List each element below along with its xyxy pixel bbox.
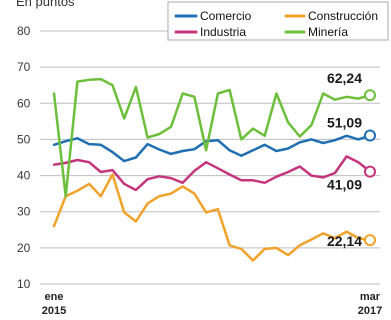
legend-label-mineria: Minería [308,25,348,39]
legend: Comercio Industria Construcción Minería [167,1,389,41]
series-line-industria [52,155,372,192]
y-tick-label: 60 [17,96,31,110]
end-markers [364,89,376,247]
end-label-industria: 41,09 [327,177,362,193]
x-tick-start-month: ene [45,291,64,303]
series-lines [52,77,372,262]
legend-label-industria: Industria [200,25,246,39]
y-tick-label: 40 [17,169,31,183]
end-label-construccion: 22,14 [327,233,362,249]
x-tick-end-year: 2017 [358,305,382,317]
end-label-mineria: 62,24 [327,70,362,86]
legend-label-construccion: Construcción [308,9,378,23]
end-labels: 51,09 41,09 22,14 62,24 [327,70,362,249]
y-axis: 10 20 30 40 50 60 70 80 [17,24,31,291]
end-marker-mineria [364,89,376,102]
end-marker-construccion [364,234,376,247]
y-tick-label: 80 [17,24,31,38]
unit-label: En puntos [16,0,75,9]
y-tick-label: 20 [17,241,31,255]
x-tick-end-month: mar [360,291,381,303]
series-line-mineria [52,77,372,198]
end-marker-comercio [364,129,376,142]
end-label-comercio: 51,09 [327,114,362,130]
y-tick-label: 30 [17,205,31,219]
x-tick-start-year: 2015 [42,305,66,317]
y-tick-label: 10 [17,277,31,291]
series-line-construccion [52,173,372,262]
series-line-comercio [52,134,372,163]
legend-box [167,1,389,41]
end-marker-industria [364,165,376,178]
y-tick-label: 50 [17,132,31,146]
y-tick-label: 70 [17,60,31,74]
legend-label-comercio: Comercio [200,9,252,23]
